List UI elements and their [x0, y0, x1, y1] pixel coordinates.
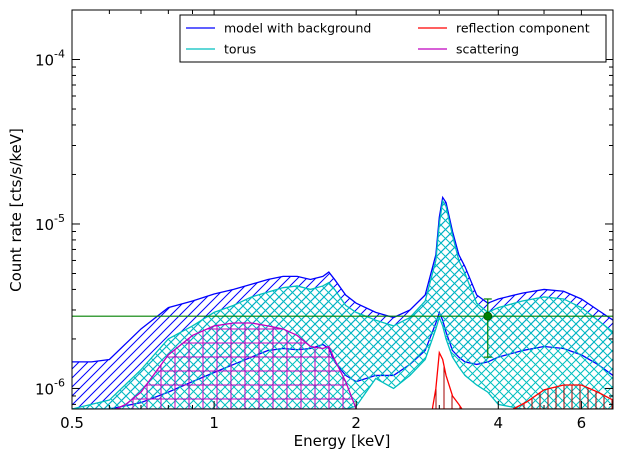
data-point-group	[483, 298, 493, 358]
x-tick-label: 1	[209, 414, 219, 432]
y-tick-label: 10-4	[35, 48, 65, 70]
x-axis-title: Energy [keV]	[294, 432, 391, 450]
x-tick-label: 2	[351, 414, 361, 432]
band-fill-reflection-component-high-energy	[513, 384, 613, 409]
band-upper-torus	[72, 199, 613, 409]
plot-frame	[71, 9, 614, 410]
x-tick-label: 0.5	[60, 414, 84, 432]
x-tick-label: 4	[494, 414, 504, 432]
band-upper-scattering	[115, 322, 357, 409]
band-upper-model-with-background	[72, 195, 613, 363]
legend-box	[179, 14, 607, 63]
y-tick-label: 10-6	[35, 376, 65, 398]
y-axis: 10-6 10-5 10-4	[35, 9, 613, 405]
data-point	[483, 311, 493, 321]
x-tick-label: 6	[577, 414, 587, 432]
y-axis-title: Count rate [cts/s/keV]	[7, 128, 25, 292]
band-upper-reflection-component	[431, 350, 463, 409]
legend-label-model-with-background: model with background	[224, 21, 371, 36]
legend-label-torus: torus	[224, 42, 256, 57]
band-fill-scattering	[116, 323, 357, 409]
series-bands	[72, 195, 613, 409]
y-tick-label: 10-5	[35, 212, 65, 234]
legend-label-reflection-component: reflection component	[456, 21, 590, 36]
band-upper-reflection-component-high-energy	[512, 384, 613, 409]
x-axis: 0.5 1 2 4 6	[60, 10, 614, 432]
legend: model with background reflection componen…	[179, 14, 607, 63]
legend-label-scattering: scattering	[456, 42, 519, 57]
